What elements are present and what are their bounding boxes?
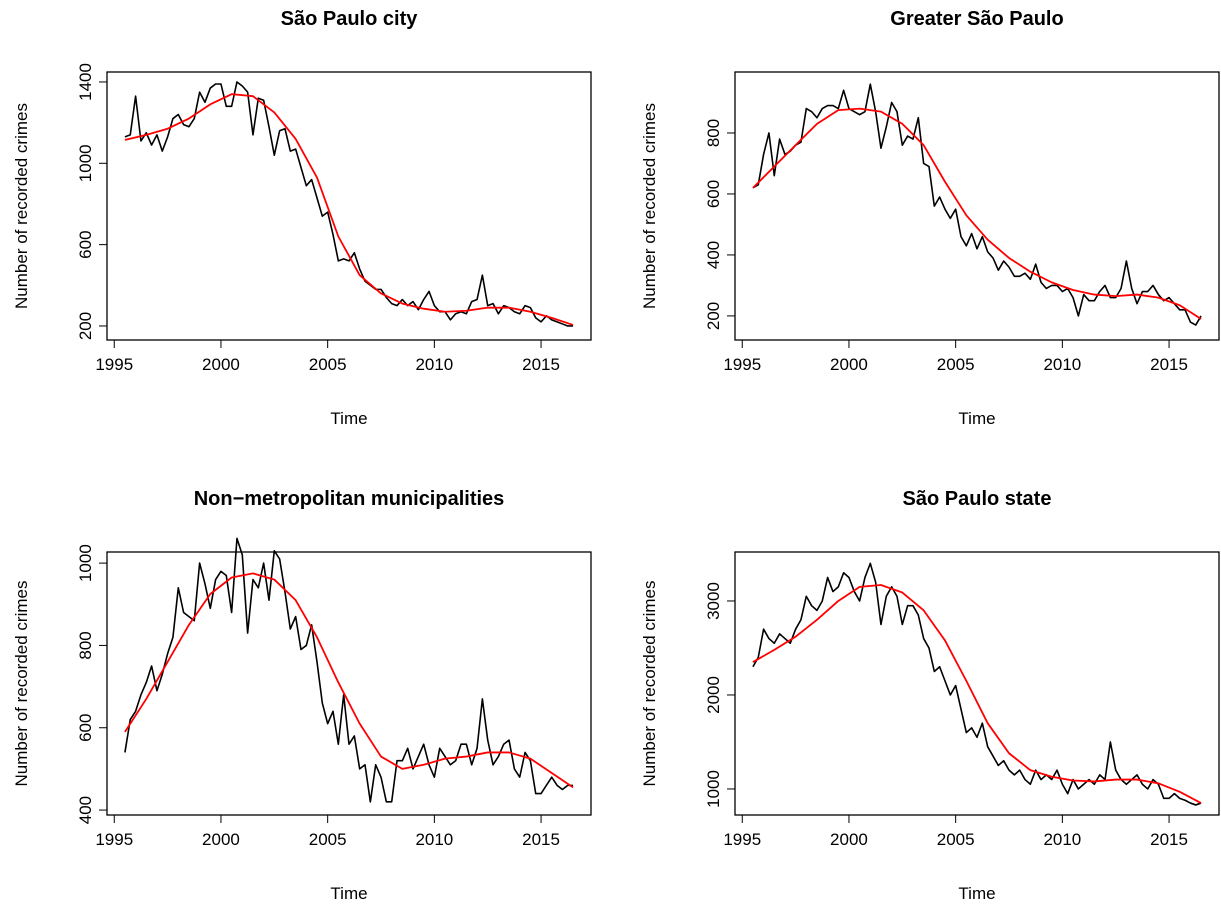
x-tick-label: 2000 xyxy=(202,355,240,374)
y-tick-label: 3000 xyxy=(704,582,723,620)
data-line xyxy=(124,537,574,803)
y-tick-label: 200 xyxy=(704,302,723,330)
x-tick-label: 1995 xyxy=(95,355,133,374)
data-line xyxy=(752,562,1202,806)
y-axis-label: Number of recorded crimes xyxy=(12,581,31,787)
data-line xyxy=(124,572,574,789)
y-tick-label: 1000 xyxy=(76,544,95,582)
data-line xyxy=(124,93,574,326)
data-line xyxy=(752,107,1202,320)
y-tick-label: 1000 xyxy=(704,770,723,808)
y-tick-label: 800 xyxy=(704,119,723,147)
x-tick-label: 1995 xyxy=(723,355,761,374)
y-tick-label: 2000 xyxy=(704,676,723,714)
x-tick-label: 2005 xyxy=(309,355,347,374)
y-tick-label: 400 xyxy=(76,796,95,824)
y-axis-label: Number of recorded crimes xyxy=(640,581,659,787)
chart-title: São Paulo state xyxy=(903,488,1052,510)
y-axis-label: Number of recorded crimes xyxy=(12,103,31,309)
x-tick-label: 2015 xyxy=(1150,830,1188,849)
x-tick-label: 2005 xyxy=(937,355,975,374)
x-tick-label: 2005 xyxy=(937,830,975,849)
x-tick-label: 2010 xyxy=(415,830,453,849)
y-tick-label: 1000 xyxy=(76,144,95,182)
x-tick-label: 2010 xyxy=(1043,355,1081,374)
y-tick-label: 600 xyxy=(76,230,95,258)
y-tick-label: 600 xyxy=(704,180,723,208)
y-tick-label: 200 xyxy=(76,312,95,340)
data-line xyxy=(752,584,1202,804)
x-axis-label: Time xyxy=(958,409,995,428)
data-line xyxy=(752,83,1202,326)
x-axis-label: Time xyxy=(330,884,367,903)
x-tick-label: 2000 xyxy=(830,830,868,849)
chart-title: São Paulo city xyxy=(281,8,419,30)
plot-frame xyxy=(734,551,1220,816)
x-axis-label: Time xyxy=(330,409,367,428)
y-tick-label: 600 xyxy=(76,714,95,742)
chart-title: Greater São Paulo xyxy=(890,8,1063,30)
plot-frame xyxy=(734,71,1220,341)
x-tick-label: 2000 xyxy=(830,355,868,374)
y-tick-label: 800 xyxy=(76,631,95,659)
x-tick-label: 2010 xyxy=(415,355,453,374)
x-tick-label: 1995 xyxy=(95,830,133,849)
x-tick-label: 2000 xyxy=(202,830,240,849)
x-tick-label: 2005 xyxy=(309,830,347,849)
y-tick-label: 1400 xyxy=(76,63,95,101)
data-line xyxy=(124,81,574,327)
x-tick-label: 2015 xyxy=(522,355,560,374)
x-axis-label: Time xyxy=(958,884,995,903)
chart-title: Non−metropolitan municipalities xyxy=(194,488,505,510)
y-axis-label: Number of recorded crimes xyxy=(640,103,659,309)
x-tick-label: 2015 xyxy=(1150,355,1188,374)
x-tick-label: 1995 xyxy=(723,830,761,849)
x-tick-label: 2010 xyxy=(1043,830,1081,849)
y-tick-label: 400 xyxy=(704,241,723,269)
x-tick-label: 2015 xyxy=(522,830,560,849)
plot-frame xyxy=(106,71,592,341)
